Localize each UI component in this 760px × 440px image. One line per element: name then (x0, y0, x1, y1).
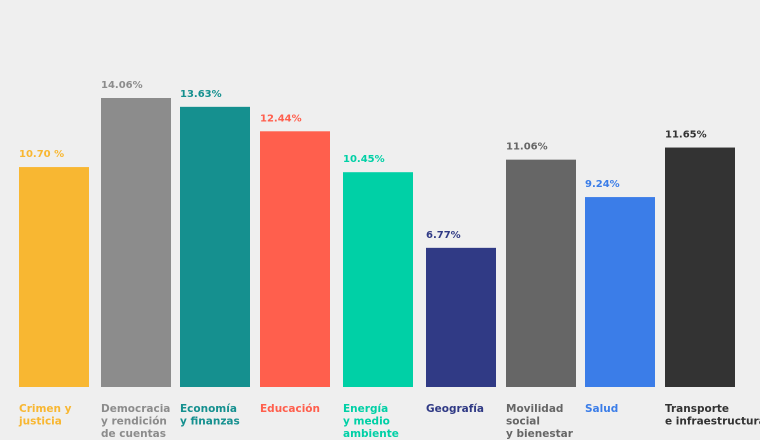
value-label-7: 9.24% (585, 179, 620, 190)
category-label-3: Educación (260, 403, 320, 415)
category-label-7: Salud (585, 403, 618, 415)
category-label-8: Transporte e infraestructura (665, 403, 760, 428)
value-label-4: 10.45% (343, 154, 385, 165)
category-label-4: Energía y medio ambiente (343, 403, 399, 440)
value-label-3: 12.44% (260, 113, 302, 124)
value-label-6: 11.06% (506, 142, 548, 153)
category-label-2: Economía y finanzas (180, 403, 240, 428)
bar-0 (19, 167, 89, 387)
bar-5 (426, 247, 496, 387)
bar-2 (180, 106, 250, 387)
value-label-0: 10.70 % (19, 149, 64, 160)
category-label-1: Democracia y rendición de cuentas (101, 403, 170, 440)
value-labels-layer: 10.70 % 14.06% 13.63% 12.44% 10.45% 6.77% 11.0… (19, 80, 707, 241)
bar-6 (506, 159, 576, 387)
category-label-6: Movilidad social y bienestar (506, 403, 574, 440)
category-labels-layer: Crimen y justicia Democracia y rendición de … (18, 403, 760, 440)
category-label-5: Geografía (426, 403, 484, 415)
bar-7 (585, 197, 655, 387)
bars-layer (19, 98, 735, 387)
value-label-5: 6.77% (426, 230, 461, 241)
value-label-2: 13.63% (180, 89, 222, 100)
category-label-0: Crimen y justicia (18, 403, 72, 428)
bar-8 (665, 147, 735, 387)
value-label-1: 14.06% (101, 80, 143, 91)
bar-1 (101, 98, 171, 387)
value-label-8: 11.65% (665, 130, 707, 141)
bar-3 (260, 131, 330, 387)
bar-4 (343, 172, 413, 387)
